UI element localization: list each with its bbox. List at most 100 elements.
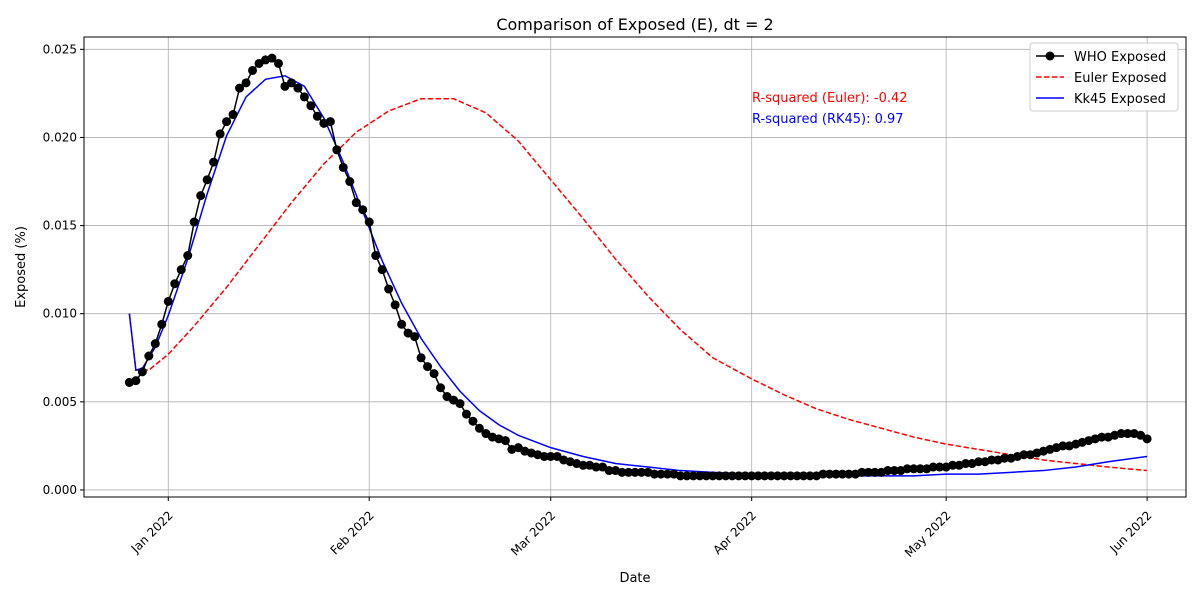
data-point-who-exposed	[987, 455, 997, 465]
y-tick-label: 0.015	[43, 219, 77, 233]
data-point-who-exposed	[286, 78, 296, 88]
data-point-who-exposed	[604, 466, 614, 476]
data-point-who-exposed	[416, 353, 426, 363]
data-point-who-exposed	[267, 53, 277, 63]
data-point-who-exposed	[500, 436, 510, 446]
data-point-who-exposed	[351, 198, 361, 208]
data-point-who-exposed	[909, 464, 919, 474]
data-point-who-exposed	[364, 217, 374, 227]
data-point-who-exposed	[636, 467, 646, 477]
data-point-who-exposed	[241, 78, 251, 88]
data-point-who-exposed	[455, 399, 465, 409]
data-point-who-exposed	[837, 469, 847, 479]
data-point-who-exposed	[176, 265, 186, 275]
data-point-who-exposed	[384, 284, 394, 294]
data-point-who-exposed	[630, 467, 640, 477]
data-point-who-exposed	[293, 83, 303, 93]
data-point-who-exposed	[358, 205, 368, 215]
legend-box	[1029, 42, 1179, 112]
data-point-who-exposed	[299, 92, 309, 102]
data-point-who-exposed	[844, 469, 854, 479]
data-point-who-exposed	[338, 162, 348, 172]
data-point-who-exposed	[325, 117, 335, 127]
data-point-who-exposed	[578, 460, 588, 470]
annotation-r2-rk45: R-squared (RK45): 0.97	[752, 112, 904, 127]
data-point-who-exposed	[792, 471, 802, 481]
data-point-who-exposed	[131, 376, 141, 386]
x-axis-label: Date	[619, 571, 650, 586]
data-point-who-exposed	[701, 471, 711, 481]
data-point-who-exposed	[546, 451, 556, 461]
data-point-who-exposed	[662, 469, 672, 479]
grid	[84, 37, 1186, 497]
data-point-who-exposed	[773, 471, 783, 481]
data-point-who-exposed	[883, 466, 893, 476]
data-point-who-exposed	[824, 469, 834, 479]
data-point-who-exposed	[747, 471, 757, 481]
data-point-who-exposed	[617, 467, 627, 477]
chart-title: Comparison of Exposed (E), dt = 2	[496, 15, 773, 34]
data-point-who-exposed	[805, 471, 815, 481]
data-point-who-exposed	[779, 471, 789, 481]
data-point-who-exposed	[461, 409, 471, 419]
data-point-who-exposed	[889, 466, 899, 476]
data-point-who-exposed	[1019, 450, 1029, 460]
legend-label-euler: Euler Exposed	[1074, 71, 1167, 86]
data-point-who-exposed	[170, 279, 180, 289]
data-point-who-exposed	[786, 471, 796, 481]
data-point-who-exposed	[189, 217, 199, 227]
data-point-who-exposed	[831, 469, 841, 479]
data-point-who-exposed	[468, 416, 478, 426]
data-point-who-exposed	[539, 451, 549, 461]
data-point-who-exposed	[999, 453, 1009, 463]
data-point-who-exposed	[183, 251, 193, 261]
data-point-who-exposed	[215, 129, 225, 139]
data-point-who-exposed	[222, 117, 232, 127]
data-point-who-exposed	[429, 369, 439, 379]
data-point-who-exposed	[163, 296, 173, 306]
data-point-who-exposed	[857, 467, 867, 477]
data-point-who-exposed	[150, 339, 160, 349]
data-point-who-exposed	[915, 464, 925, 474]
y-tick-label: 0.020	[43, 130, 77, 144]
data-point-who-exposed	[423, 362, 433, 372]
data-point-who-exposed	[974, 457, 984, 467]
data-point-who-exposed	[688, 471, 698, 481]
data-point-who-exposed	[935, 462, 945, 472]
data-point-who-exposed	[248, 65, 258, 75]
data-point-who-exposed	[740, 471, 750, 481]
data-point-who-exposed	[345, 177, 355, 187]
data-point-who-exposed	[1116, 429, 1126, 439]
y-tick-label: 0.010	[43, 307, 77, 321]
legend-label-rk45: Kk45 Exposed	[1074, 92, 1166, 107]
data-point-who-exposed	[675, 471, 685, 481]
y-axis: 0.000 0.005 0.010 0.015 0.020 0.025	[43, 42, 84, 497]
data-point-who-exposed	[137, 367, 147, 377]
data-point-who-exposed	[157, 319, 167, 329]
legend-marker-who	[1045, 51, 1055, 61]
data-point-who-exposed	[948, 460, 958, 470]
data-point-who-exposed	[624, 467, 634, 477]
data-point-who-exposed	[371, 251, 381, 261]
data-point-who-exposed	[377, 265, 387, 275]
data-point-who-exposed	[961, 459, 971, 469]
data-point-who-exposed	[682, 471, 692, 481]
data-point-who-exposed	[695, 471, 705, 481]
data-point-who-exposed	[474, 423, 484, 433]
data-point-who-exposed	[902, 464, 912, 474]
data-point-who-exposed	[410, 332, 420, 342]
data-point-who-exposed	[1123, 429, 1133, 439]
data-point-who-exposed	[1097, 432, 1107, 442]
data-point-who-exposed	[209, 157, 219, 167]
series-layer	[124, 53, 1152, 481]
data-point-who-exposed	[863, 467, 873, 477]
data-point-who-exposed	[753, 471, 763, 481]
data-point-who-exposed	[202, 175, 212, 185]
y-tick-label: 0.000	[43, 483, 77, 497]
data-point-who-exposed	[436, 383, 446, 393]
data-point-who-exposed	[1058, 441, 1068, 451]
data-point-who-exposed	[799, 471, 809, 481]
data-point-who-exposed	[714, 471, 724, 481]
